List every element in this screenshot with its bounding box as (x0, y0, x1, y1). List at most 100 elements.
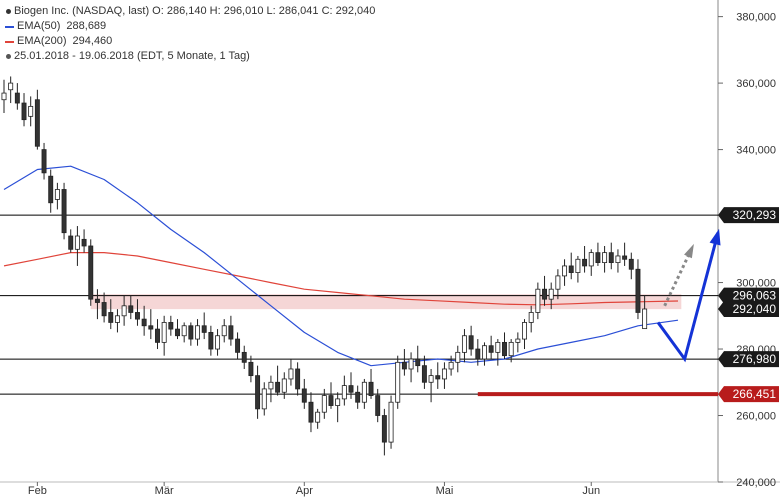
candle (175, 319, 180, 340)
candle (248, 355, 254, 383)
candle-body (148, 325, 154, 330)
candle-body (542, 288, 548, 300)
candle-body (275, 381, 281, 393)
candle (68, 229, 74, 253)
candle-body (281, 378, 287, 393)
bullet-icon (6, 9, 11, 14)
candle-body (482, 345, 487, 360)
candle (495, 339, 501, 366)
candle-body (315, 411, 321, 423)
candle-body (368, 381, 374, 396)
candle-body (221, 325, 227, 337)
candle-body (54, 189, 60, 200)
candle (341, 375, 347, 406)
ema50-label: EMA(50) (17, 20, 61, 32)
candle (188, 322, 194, 346)
candle-body (341, 385, 347, 400)
candle-body (201, 325, 207, 333)
candle-body (295, 368, 301, 390)
candle (228, 315, 234, 346)
legend-ema50[interactable]: EMA(50) 288,689 (4, 19, 375, 34)
ema200-line (3, 252, 679, 306)
candle (441, 362, 447, 389)
candle (421, 355, 427, 389)
candle (502, 332, 507, 360)
candle (375, 388, 381, 423)
y-tick-label: 360,000 (736, 78, 776, 90)
candle-body (568, 265, 574, 273)
candle-body (328, 395, 334, 406)
candle (635, 259, 641, 320)
candle (355, 385, 361, 409)
candle (315, 408, 321, 429)
candle (395, 355, 401, 409)
candle (221, 319, 227, 343)
candle (54, 182, 60, 210)
moving-averages (3, 165, 679, 367)
x-tick-label: Mär (155, 485, 174, 497)
candle-body (455, 351, 461, 363)
candle (535, 282, 541, 320)
x-tick-label: Mai (436, 485, 454, 497)
price-tag: 276,980 (718, 351, 779, 368)
candle (555, 269, 561, 300)
candle-body (1, 92, 7, 101)
candle-body (602, 252, 608, 264)
y-tick-label: 260,000 (736, 411, 776, 423)
candle (181, 322, 187, 343)
candle-body (361, 381, 367, 403)
candle-body (468, 335, 474, 350)
y-tick-label: 380,000 (736, 12, 776, 24)
candle (295, 362, 301, 396)
candle-body (228, 325, 234, 340)
candle (148, 309, 154, 340)
candle-body (355, 391, 361, 403)
candle (101, 292, 107, 323)
candle-body (435, 375, 441, 380)
candle-body (608, 252, 614, 264)
candle-body (441, 368, 447, 380)
candle-body (41, 149, 47, 174)
candle (381, 408, 387, 456)
candle-body (28, 105, 34, 117)
candle-body (68, 235, 74, 250)
candle (408, 352, 414, 383)
candle-body (74, 235, 80, 250)
candle-body (582, 258, 588, 267)
price-tag: 320,293 (718, 207, 779, 224)
candle (528, 305, 534, 333)
candle (215, 329, 221, 356)
candle-body (475, 348, 481, 360)
candle-body (395, 361, 401, 403)
candle-body (635, 268, 641, 313)
candle-body (522, 322, 527, 340)
candle-body (121, 305, 127, 317)
price-tag-box (718, 287, 779, 304)
candle (475, 339, 481, 366)
candle (361, 378, 367, 409)
candle (602, 245, 608, 273)
candle-body (108, 312, 114, 323)
candle (128, 295, 134, 320)
candle-body (168, 322, 174, 330)
candle-body (155, 328, 160, 343)
candle (88, 239, 94, 306)
candle (522, 319, 527, 350)
candle-body (555, 275, 561, 290)
price-tag: 292,040 (718, 301, 779, 318)
candle-body (14, 92, 20, 104)
candle-body (208, 332, 214, 350)
instrument-ohlc: Biogen Inc. (NASDAQ, last) O: 286,140 H:… (14, 5, 376, 17)
candle (308, 392, 314, 433)
candle-body (255, 375, 261, 410)
candle (562, 259, 568, 286)
price-tag-label: 320,293 (733, 208, 777, 222)
candle-body (21, 102, 27, 121)
candle (595, 242, 601, 266)
candle (455, 345, 461, 373)
candle-body (261, 388, 267, 410)
candlesticks (1, 76, 648, 456)
candle-body (595, 252, 601, 264)
legend-ema200[interactable]: EMA(200) 294,460 (4, 34, 375, 49)
